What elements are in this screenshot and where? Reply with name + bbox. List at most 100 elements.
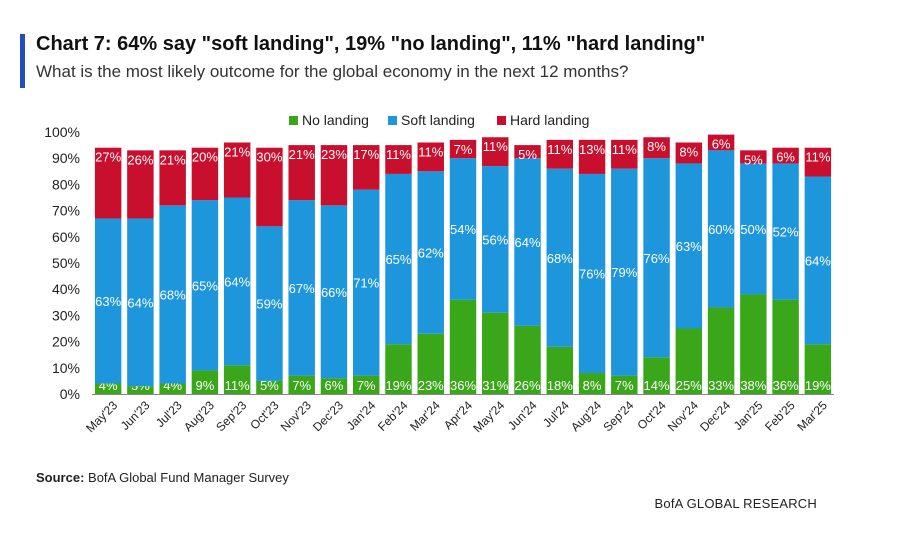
y-tick-label: 10% — [52, 360, 80, 376]
bar-soft-landing — [804, 176, 832, 345]
data-label-soft-landing: 67% — [289, 281, 315, 296]
data-label-no-landing: 36% — [773, 378, 799, 393]
legend-item-hard-landing: Hard landing — [497, 112, 589, 128]
bar-soft-landing — [191, 200, 219, 371]
data-label-hard-landing: 23% — [321, 147, 347, 162]
bar-no-landing — [611, 375, 638, 394]
bar-no-landing — [288, 375, 315, 394]
x-tick-label: Jan'24 — [344, 398, 379, 433]
data-label-soft-landing: 71% — [353, 276, 379, 291]
x-tick-label: Jun'24 — [505, 398, 540, 433]
bar-hard-landing — [352, 145, 380, 190]
data-label-hard-landing: 21% — [160, 152, 186, 167]
data-label-hard-landing: 11% — [483, 139, 508, 154]
bar-soft-landing — [707, 150, 735, 308]
data-label-no-landing: 36% — [450, 378, 476, 393]
bar-hard-landing — [449, 139, 477, 159]
legend-label-no-landing: No landing — [302, 112, 369, 128]
x-tick-label: Jun'23 — [118, 398, 153, 433]
x-tick-label: Mar'25 — [794, 398, 830, 434]
bar-soft-landing — [352, 189, 380, 376]
bar-hard-landing — [417, 142, 444, 172]
data-label-soft-landing: 62% — [418, 246, 444, 261]
x-tick-label: Nov'24 — [665, 398, 701, 434]
chart-legend: No landing Soft landing Hard landing — [0, 112, 897, 132]
data-label-soft-landing: 79% — [611, 265, 637, 280]
bar-hard-landing — [740, 150, 767, 164]
bar-soft-landing — [449, 158, 477, 300]
bar-soft-landing — [94, 218, 122, 384]
bar-soft-landing — [127, 218, 154, 387]
bar-soft-landing — [578, 173, 606, 374]
bar-hard-landing — [223, 142, 251, 198]
bar-soft-landing — [417, 171, 444, 334]
data-label-no-landing: 33% — [708, 378, 734, 393]
bar-soft-landing — [546, 168, 574, 347]
data-label-no-landing: 19% — [385, 378, 411, 393]
x-tick-label: Oct'24 — [635, 398, 669, 432]
bar-no-landing — [352, 375, 380, 394]
bar-no-landing — [546, 346, 574, 394]
x-tick-label: May'23 — [83, 398, 120, 435]
bar-no-landing — [191, 370, 219, 394]
bar-hard-landing — [578, 139, 606, 174]
legend-label-hard-landing: Hard landing — [510, 112, 590, 128]
data-label-soft-landing: 65% — [192, 278, 218, 293]
legend-swatch-no-landing — [289, 115, 298, 125]
bar-no-landing — [578, 373, 606, 394]
bar-hard-landing — [385, 145, 412, 174]
bar-no-landing — [320, 378, 348, 394]
data-label-hard-landing: 20% — [192, 150, 218, 165]
bar-no-landing — [804, 344, 832, 394]
bar-hard-landing — [804, 147, 832, 177]
bar-soft-landing — [514, 158, 541, 326]
data-label-hard-landing: 6% — [776, 150, 795, 165]
bar-hard-landing — [611, 139, 638, 169]
data-label-no-landing: 25% — [676, 378, 702, 393]
data-label-no-landing: 23% — [418, 378, 444, 393]
data-label-soft-landing: 59% — [256, 297, 282, 312]
source-note: Source: BofA Global Fund Manager Survey — [36, 470, 289, 485]
x-tick-label: Apr'24 — [441, 398, 475, 432]
y-tick-label: 80% — [52, 176, 80, 192]
bar-soft-landing — [385, 173, 412, 345]
data-label-hard-landing: 27% — [95, 150, 121, 165]
brand-label: BofA GLOBAL RESEARCH — [654, 496, 817, 511]
data-label-no-landing: 7% — [615, 378, 634, 393]
data-label-soft-landing: 64% — [127, 295, 153, 310]
data-label-no-landing: 14% — [644, 378, 670, 393]
bar-no-landing — [417, 333, 444, 394]
x-tick-label: Oct'23 — [247, 398, 281, 432]
data-label-no-landing: 31% — [482, 378, 508, 393]
bar-no-landing — [256, 380, 283, 394]
data-label-soft-landing: 63% — [676, 239, 702, 254]
title-accent-bar — [20, 34, 25, 88]
data-label-no-landing: 7% — [292, 378, 311, 393]
y-tick-label: 20% — [52, 334, 80, 350]
bar-soft-landing — [740, 163, 767, 295]
bar-no-landing — [385, 344, 412, 394]
bar-soft-landing — [611, 168, 638, 376]
data-label-soft-landing: 65% — [385, 252, 411, 267]
data-label-no-landing: 7% — [357, 378, 376, 393]
data-label-no-landing: 11% — [225, 378, 250, 393]
y-tick-label: 90% — [52, 150, 80, 166]
y-tick-label: 50% — [52, 255, 80, 271]
bar-no-landing — [223, 365, 251, 394]
data-label-soft-landing: 66% — [321, 285, 347, 300]
y-tick-label: 30% — [52, 307, 80, 323]
data-label-hard-landing: 5% — [518, 147, 537, 162]
x-tick-label: Jan'25 — [731, 398, 766, 433]
bar-hard-landing — [127, 150, 154, 219]
data-label-soft-landing: 50% — [740, 222, 766, 237]
bar-no-landing — [707, 307, 735, 394]
data-label-hard-landing: 11% — [386, 147, 411, 162]
data-label-soft-landing: 64% — [224, 274, 250, 289]
legend-label-soft-landing: Soft landing — [401, 112, 475, 128]
y-tick-label: 40% — [52, 281, 80, 297]
bar-soft-landing — [288, 200, 315, 376]
legend-swatch-hard-landing — [497, 115, 506, 125]
legend-swatch-soft-landing — [388, 115, 397, 125]
data-label-hard-landing: 11% — [547, 142, 572, 157]
